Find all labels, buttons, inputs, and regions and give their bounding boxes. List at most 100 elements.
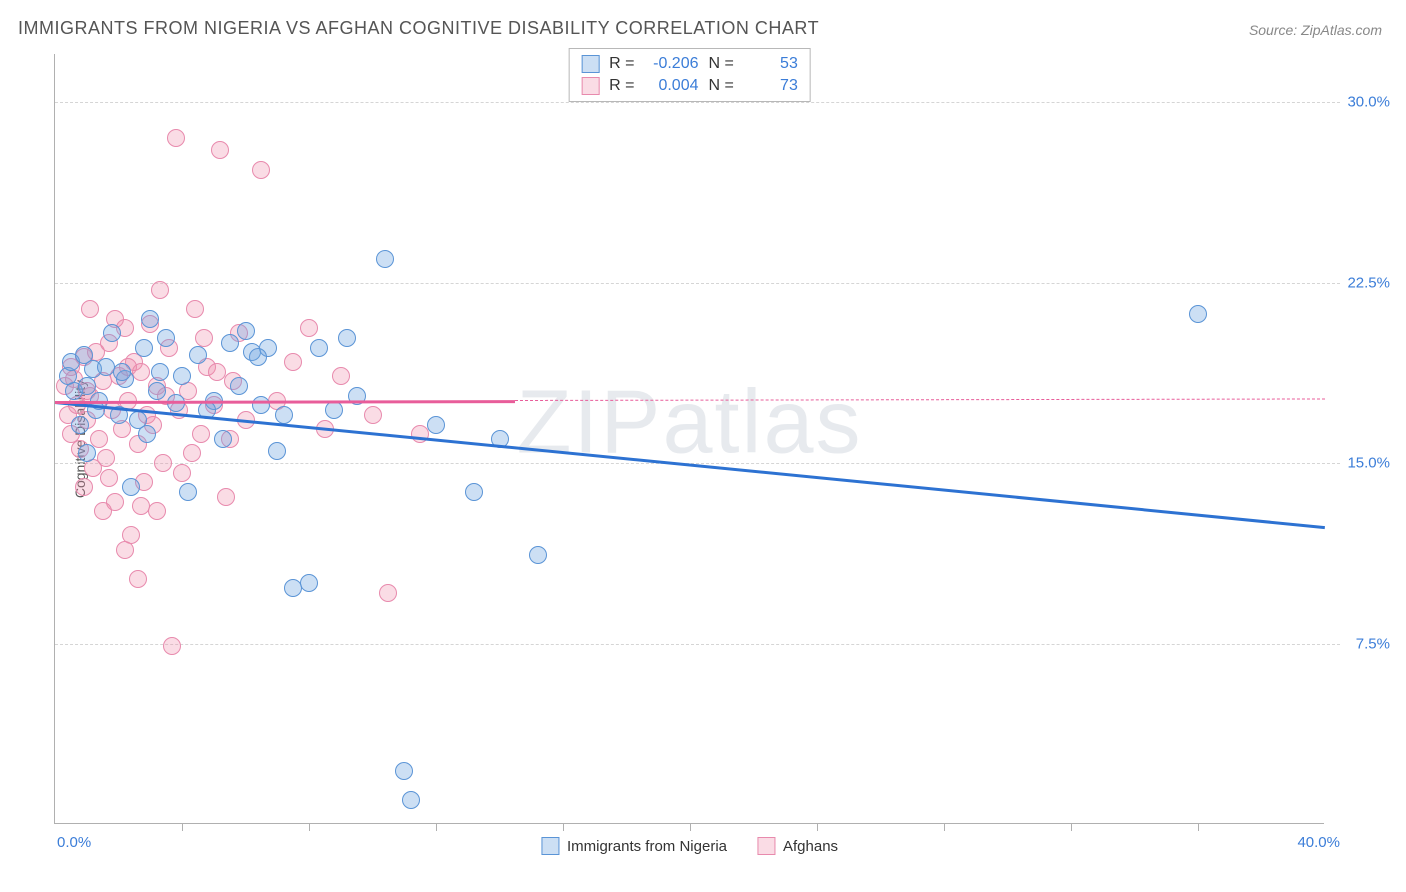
scatter-point [332,367,350,385]
scatter-point [183,444,201,462]
scatter-point [148,382,166,400]
y-tick-label: 15.0% [1332,455,1390,472]
scatter-point [90,430,108,448]
scatter-point [211,141,229,159]
scatter-point [268,442,286,460]
scatter-point [141,310,159,328]
x-tick [563,823,564,831]
scatter-point [186,300,204,318]
x-tick [309,823,310,831]
legend-item: Immigrants from Nigeria [541,837,727,855]
scatter-point [300,319,318,337]
scatter-point [411,425,429,443]
y-tick-label: 30.0% [1332,94,1390,111]
legend-item-label: Immigrants from Nigeria [567,838,727,855]
y-tick-label: 7.5% [1332,635,1390,652]
scatter-point [221,334,239,352]
legend-series: Immigrants from Nigeria Afghans [541,837,838,855]
scatter-point [163,637,181,655]
scatter-point [179,483,197,501]
x-axis-max-label: 40.0% [1297,834,1340,851]
n-label: N = [709,77,734,95]
scatter-point [138,425,156,443]
scatter-point [364,406,382,424]
scatter-point [465,483,483,501]
legend-stats-row: R = 0.004 N = 73 [581,75,798,97]
legend-swatch-blue-icon [541,837,559,855]
legend-swatch-blue-icon [581,55,599,73]
n-value: 53 [744,55,798,73]
scatter-point [427,416,445,434]
scatter-point [167,129,185,147]
n-value: 73 [744,77,798,95]
scatter-point [214,430,232,448]
scatter-point [78,444,96,462]
scatter-point [75,478,93,496]
scatter-point [173,464,191,482]
gridline [55,644,1340,645]
scatter-point [122,478,140,496]
legend-stats-row: R = -0.206 N = 53 [581,53,798,75]
x-tick [944,823,945,831]
scatter-point [154,454,172,472]
scatter-point [151,281,169,299]
scatter-point [148,502,166,520]
scatter-point [376,250,394,268]
scatter-point [97,449,115,467]
scatter-point [103,324,121,342]
scatter-point [529,546,547,564]
gridline [55,102,1340,103]
scatter-point [379,584,397,602]
chart-container: IMMIGRANTS FROM NIGERIA VS AFGHAN COGNIT… [0,0,1406,892]
trend-line [515,398,1325,401]
scatter-point [192,425,210,443]
scatter-point [94,502,112,520]
r-label: R = [609,77,634,95]
x-tick [690,823,691,831]
x-tick [1198,823,1199,831]
scatter-point [81,300,99,318]
r-value: 0.004 [645,77,699,95]
trend-line [55,401,1325,529]
chart-title: IMMIGRANTS FROM NIGERIA VS AFGHAN COGNIT… [18,18,819,39]
scatter-point [151,363,169,381]
scatter-point [157,329,175,347]
legend-item-label: Afghans [783,838,838,855]
scatter-point [217,488,235,506]
n-label: N = [709,55,734,73]
scatter-point [275,406,293,424]
r-value: -0.206 [645,55,699,73]
scatter-point [71,416,89,434]
watermark: ZIPatlas [516,372,862,475]
scatter-point [249,348,267,366]
x-tick [1071,823,1072,831]
gridline [55,283,1340,284]
scatter-point [135,339,153,357]
scatter-point [129,570,147,588]
plot-area: Cognitive Disability ZIPatlas R = -0.206… [54,54,1324,824]
scatter-point [395,762,413,780]
scatter-point [310,339,328,357]
x-axis-min-label: 0.0% [57,834,91,851]
scatter-point [300,574,318,592]
scatter-point [173,367,191,385]
x-tick [182,823,183,831]
scatter-point [116,541,134,559]
scatter-point [230,377,248,395]
scatter-point [252,161,270,179]
legend-swatch-pink-icon [581,77,599,95]
y-tick-label: 22.5% [1332,274,1390,291]
scatter-point [252,396,270,414]
legend-stats: R = -0.206 N = 53 R = 0.004 N = 73 [568,48,811,102]
r-label: R = [609,55,634,73]
x-tick [817,823,818,831]
scatter-point [208,363,226,381]
legend-item: Afghans [757,837,838,855]
scatter-point [113,363,131,381]
scatter-point [1189,305,1207,323]
trend-line [55,400,515,403]
scatter-point [338,329,356,347]
scatter-point [325,401,343,419]
scatter-point [189,346,207,364]
scatter-point [402,791,420,809]
